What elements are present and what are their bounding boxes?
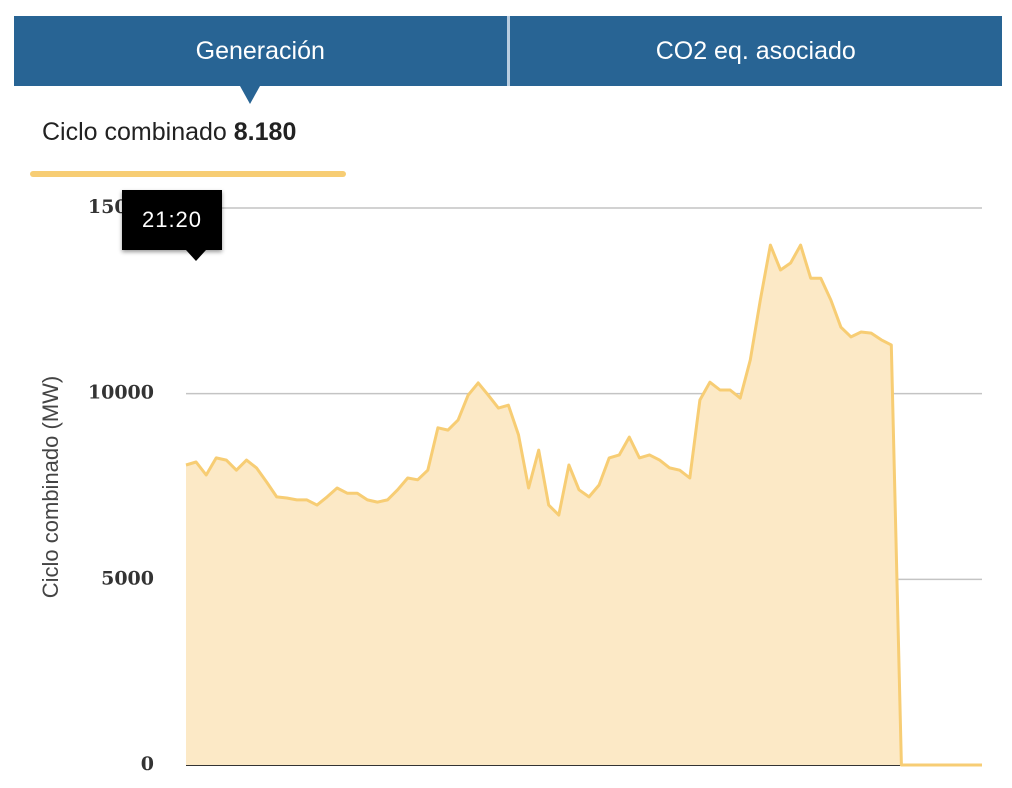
summary-underline bbox=[30, 171, 346, 177]
tab-bar: Generación CO2 eq. asociado bbox=[14, 16, 1002, 86]
tab[interactable]: CO2 eq. asociado bbox=[506, 16, 1003, 86]
summary-label: Ciclo combinado bbox=[42, 118, 227, 146]
active-tab-indicator bbox=[240, 86, 260, 104]
y-axis-label: Ciclo combinado (MW) bbox=[38, 376, 63, 599]
tooltip: 21:20 bbox=[122, 190, 222, 261]
tab[interactable]: Generación bbox=[195, 36, 325, 65]
y-tick-label: 0 bbox=[141, 753, 154, 775]
y-tick-label: 5000 bbox=[101, 567, 154, 589]
summary-value: 8.180 bbox=[233, 118, 297, 146]
area-fill bbox=[186, 245, 982, 766]
y-tick-label: 10000 bbox=[88, 382, 154, 404]
summary: Ciclo combinado 8.180 bbox=[42, 118, 296, 147]
line bbox=[185, 243, 982, 767]
